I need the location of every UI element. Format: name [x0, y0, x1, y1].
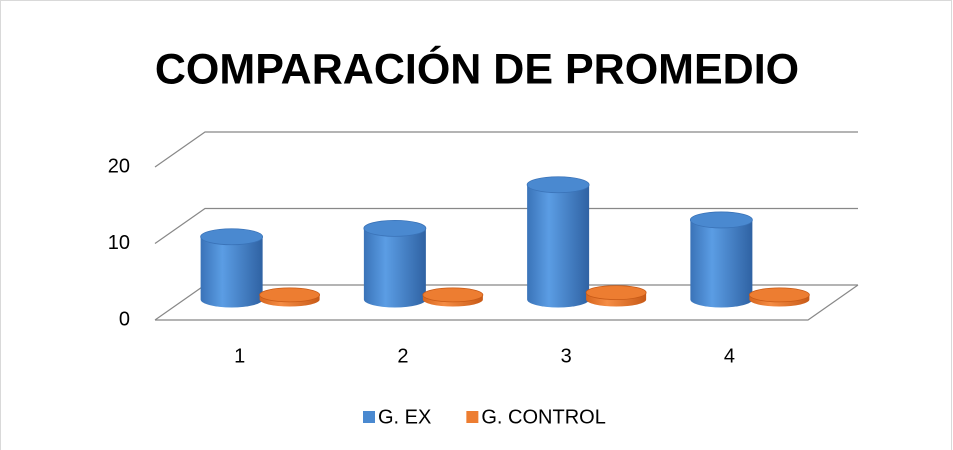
- bar-top: [422, 287, 484, 303]
- grid-line: [154, 131, 858, 168]
- bar-top: [748, 287, 810, 303]
- bar-top: [689, 211, 753, 229]
- x-tick-label: 4: [724, 345, 735, 367]
- bar-body: [200, 236, 263, 308]
- grid-line: [154, 207, 858, 244]
- bar: [200, 228, 264, 308]
- y-tick-label: 0: [119, 308, 130, 330]
- bar-body: [690, 219, 753, 308]
- bar: [689, 211, 753, 308]
- legend-label: G. EX: [378, 406, 431, 428]
- x-tick-label: 3: [561, 345, 572, 367]
- bar-body: [527, 184, 590, 308]
- bar: [585, 285, 647, 307]
- floor: [155, 284, 859, 321]
- bar-body: [363, 228, 426, 308]
- bar-top: [259, 287, 321, 303]
- bar-top: [526, 176, 590, 194]
- y-tick-label: 10: [108, 232, 130, 254]
- chart-title: COMPARACIÓN DE PROMEDIO: [155, 44, 799, 93]
- bar-top: [363, 219, 427, 237]
- legend-swatch: [363, 411, 375, 423]
- bar-top: [585, 285, 647, 301]
- bar: [363, 219, 427, 308]
- y-tick-label: 20: [108, 155, 130, 177]
- legend-label: G. CONTROL: [481, 406, 605, 428]
- bar: [748, 287, 810, 307]
- legend-swatch: [466, 411, 479, 423]
- bar: [422, 287, 484, 307]
- x-tick-label: 1: [234, 345, 245, 367]
- bar-top: [200, 228, 264, 246]
- x-tick-label: 2: [397, 345, 408, 367]
- bar: [259, 287, 321, 307]
- bar: [526, 176, 590, 308]
